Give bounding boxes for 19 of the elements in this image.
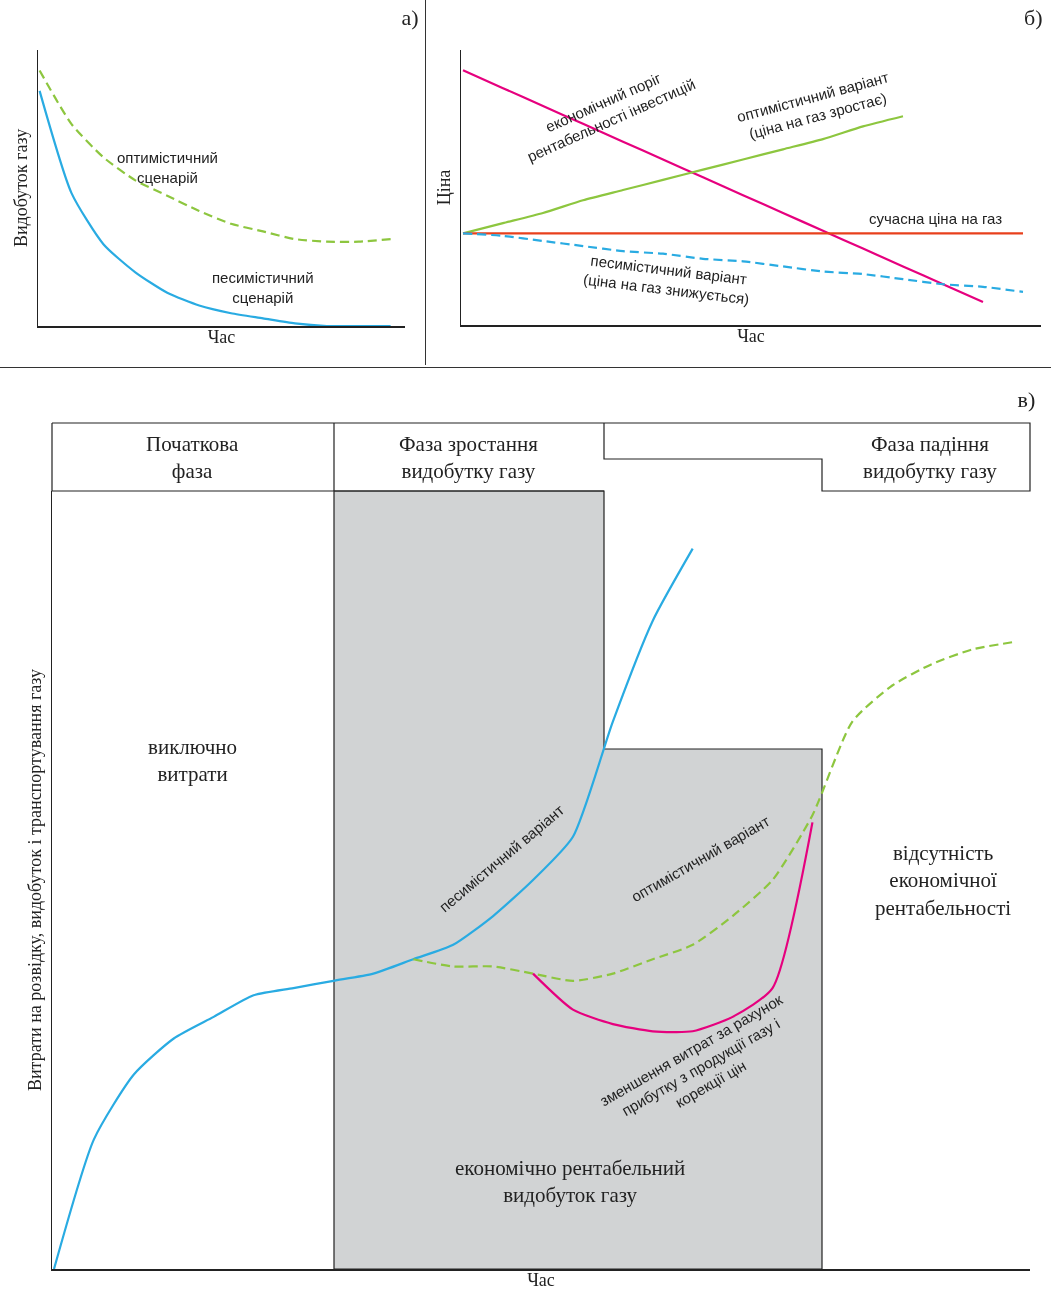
chart-title: б) [1024, 4, 1043, 30]
x-axis-title: Час [527, 1270, 555, 1291]
x-axis-title: Час [737, 326, 765, 347]
text: Фаза зростання видобутку газу [399, 432, 539, 484]
y-axis-title: Видобуток газу [10, 128, 31, 248]
series-label: сучасна ціна на газ [869, 210, 1003, 227]
annotation: виключно витрати [148, 735, 238, 787]
chart-title: в) [1017, 386, 1036, 412]
x-axis-title: Час [207, 327, 236, 348]
text: песимістичний варіант (ціна на газ знижується) [582, 251, 751, 308]
text: Фаза падіння видобутку газу [863, 432, 998, 484]
y-axis-title: Ціна [433, 169, 454, 206]
annotation: економічно рентабельний видобуток газу [455, 1156, 686, 1208]
annotation: відсутність економічної рентабельності [875, 841, 1012, 920]
y-axis-title: Витрати на розвідку, видобуток і транспортування газу [24, 668, 45, 1092]
series-label: песимістичний сценарій [212, 269, 314, 306]
text: Початкова фаза [146, 432, 239, 484]
series-label: оптимістичний сценарій [117, 149, 218, 186]
chart-title: а) [401, 4, 419, 30]
